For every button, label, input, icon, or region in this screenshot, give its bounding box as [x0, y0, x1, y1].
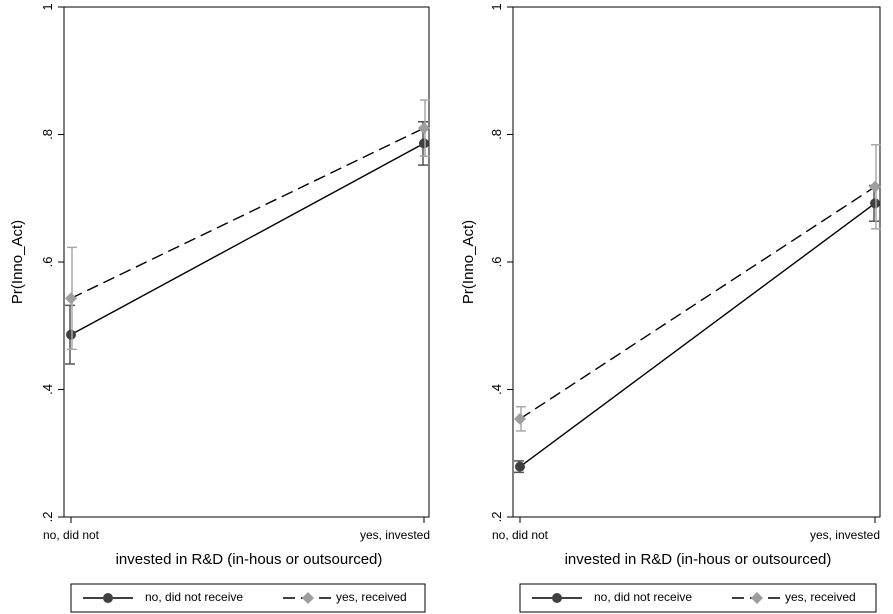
x-axis-label: invested in R&D (in-hous or outsourced) [565, 551, 832, 568]
x-tick-label-no: no, did not [43, 528, 100, 542]
chart-panel-left: .2 .4 .6 .8 1 Pr(Inno_Act) invested in R&D (in… [9, 3, 430, 613]
plot-frame [512, 6, 881, 518]
y-tick-label: .8 [40, 129, 55, 140]
series-line [519, 202, 876, 468]
legend-key-marker [302, 592, 314, 604]
legend-key-marker [751, 592, 763, 604]
legend-key-marker [552, 593, 562, 603]
legend-label-no: no, did not receive [145, 590, 243, 604]
data-point [418, 122, 430, 135]
plot-frame [63, 6, 430, 518]
data-point [870, 198, 880, 209]
y-tick-label: 1 [489, 3, 504, 10]
data-point [419, 138, 429, 149]
y-tick-label: .2 [40, 512, 55, 523]
series-line [70, 142, 425, 336]
legend-label-yes: yes, received [785, 590, 856, 604]
series-line [70, 127, 425, 299]
legend-key-marker [103, 593, 113, 603]
x-axis-label: invested in R&D (in-hous or outsourced) [116, 551, 383, 568]
y-axis-label: Pr(Inno_Act) [460, 220, 477, 304]
data-point [514, 412, 526, 425]
data-point [65, 292, 77, 305]
y-tick-label: 1 [40, 3, 55, 10]
series-line [519, 186, 876, 420]
y-tick-label: .4 [489, 384, 504, 395]
y-tick-label: .2 [489, 512, 504, 523]
y-tick-label: .4 [40, 384, 55, 395]
data-point [66, 329, 76, 340]
x-tick-label-yes: yes, invested [810, 528, 880, 542]
legend-label-yes: yes, received [336, 590, 407, 604]
data-point [515, 461, 525, 472]
x-tick-label-yes: yes, invested [360, 528, 430, 542]
y-tick-label: .8 [489, 129, 504, 140]
data-point [869, 180, 881, 193]
x-tick-label-no: no, did not [492, 528, 549, 542]
chart-panel-right: .2 .4 .6 .8 1 Pr(Inno_Act) invested in R&D (in… [460, 3, 881, 613]
legend-label-no: no, did not receive [594, 590, 692, 604]
y-tick-label: .6 [40, 257, 55, 268]
y-axis-label: Pr(Inno_Act) [9, 220, 26, 304]
y-tick-label: .6 [489, 257, 504, 268]
